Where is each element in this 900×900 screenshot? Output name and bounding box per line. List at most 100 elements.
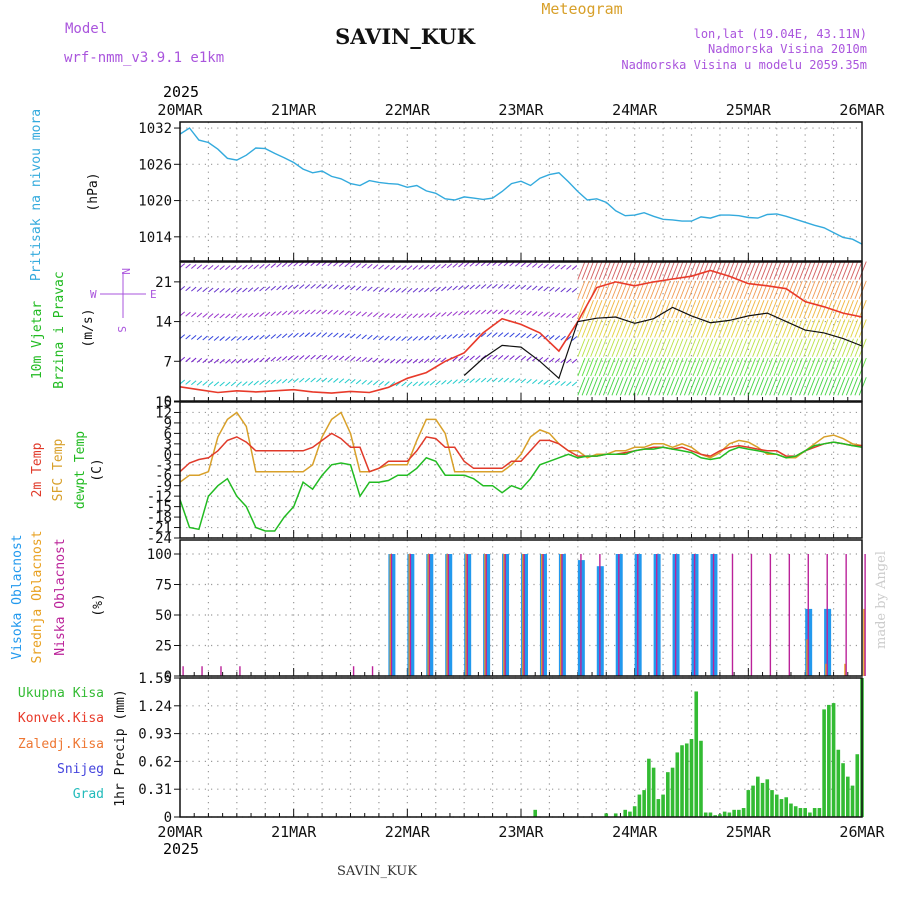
- wind-barb: [794, 319, 803, 338]
- wind-barb: [726, 357, 735, 377]
- wind-barb: [259, 286, 265, 292]
- wind-barb: [854, 261, 863, 280]
- wind-barb: [350, 262, 356, 268]
- wind-barb: [620, 338, 628, 357]
- wind-barb: [344, 310, 350, 316]
- wind-barb: [683, 357, 692, 377]
- wind-barb: [202, 358, 208, 364]
- cloud-low-bar: [239, 666, 241, 676]
- wind-barb: [786, 319, 795, 338]
- wind-barb: [624, 357, 633, 377]
- wind-barb: [196, 335, 203, 341]
- bottom-time-label-2: 22MAR: [385, 823, 431, 841]
- wind-barb: [641, 261, 650, 280]
- wind-barb: [492, 354, 498, 360]
- wind-barb: [760, 357, 769, 377]
- wind-barb: [637, 300, 646, 319]
- wind-barb: [820, 261, 829, 280]
- model-elevation-label: Nadmorska Visina u modelu 2059.35m: [621, 58, 867, 72]
- cloud-low-bar: [712, 554, 715, 676]
- wind-barb: [441, 357, 447, 363]
- wind-barb: [598, 357, 607, 377]
- wind-barb: [191, 357, 197, 363]
- wind-barb: [219, 358, 225, 364]
- wind-barb: [219, 336, 225, 341]
- wind-barb: [384, 335, 390, 341]
- wind-barb: [537, 379, 544, 385]
- wind-barb: [196, 264, 203, 270]
- wind-barb: [321, 332, 328, 338]
- cloud-mid-bar: [389, 554, 391, 676]
- wind-barb: [270, 356, 276, 362]
- wind-barb: [598, 261, 607, 280]
- wind-barb: [372, 335, 379, 340]
- wind-barb: [327, 377, 333, 383]
- wind-barb: [225, 381, 231, 387]
- wind-barb: [773, 261, 782, 280]
- wind-barb: [446, 379, 453, 385]
- wind-barb: [361, 311, 367, 317]
- precip-bar: [642, 790, 646, 817]
- wind-barb: [756, 357, 765, 377]
- wind-barb: [786, 280, 795, 300]
- wind-barb: [264, 263, 271, 269]
- clouds-ytick-label: 0: [164, 669, 172, 685]
- precip-bar: [831, 703, 836, 817]
- wind-barb: [281, 378, 288, 384]
- wind-barb: [773, 319, 782, 338]
- precip-ytick-label: 1.55: [138, 671, 172, 687]
- wind-barb: [675, 261, 684, 280]
- wind-barb: [590, 357, 599, 377]
- wind-barb: [590, 261, 599, 280]
- wind-barb: [786, 357, 795, 377]
- wind-barb: [247, 312, 254, 318]
- wind-barb: [837, 261, 846, 280]
- wind-barb: [196, 287, 203, 292]
- wind-barb: [611, 357, 620, 377]
- wind-barb: [850, 280, 859, 300]
- wind-barb: [350, 285, 356, 291]
- wind-barb: [679, 377, 688, 396]
- wind-barb: [769, 377, 778, 396]
- wind-barb: [355, 379, 362, 385]
- wind-barb: [777, 280, 786, 300]
- wind-barb: [299, 332, 305, 338]
- wind-barb: [333, 261, 339, 267]
- wind-barb: [637, 357, 646, 377]
- precip-ytick-label: 0.31: [138, 782, 172, 798]
- temperature-ytick-label: -18: [147, 510, 172, 526]
- wind-barb: [594, 357, 603, 377]
- wind-barb: [191, 334, 197, 340]
- wind-barb: [304, 377, 311, 383]
- wind-ytick-label: 21: [155, 275, 172, 291]
- cloud-mid-bar: [427, 554, 429, 676]
- wind-ytick-label: 0: [164, 394, 172, 410]
- wind-barb: [662, 280, 671, 300]
- precip-bar: [613, 813, 618, 817]
- wind-barb: [696, 280, 705, 300]
- wind-barb: [185, 263, 191, 269]
- cloud-low-bar: [693, 554, 696, 676]
- wind-barb: [594, 377, 603, 396]
- wind-barb: [446, 263, 453, 269]
- wind-barb: [658, 319, 667, 338]
- wind-barb: [679, 357, 688, 377]
- wind-barb: [735, 338, 744, 357]
- wind-barb: [654, 261, 663, 280]
- wind-barb: [213, 358, 220, 364]
- high-cloud-ylabel: Visoka Oblacnost: [10, 534, 25, 659]
- wind-barb: [828, 261, 837, 280]
- wind-barb: [850, 338, 859, 357]
- wind-barb: [726, 319, 735, 338]
- wind-barb: [845, 377, 854, 396]
- wind-barb: [202, 264, 208, 270]
- wind-barb: [492, 283, 498, 289]
- wind-barb: [773, 300, 782, 319]
- wind-barb: [299, 284, 305, 290]
- pressure-panel: 1032 1026 1020 1014: [138, 121, 863, 262]
- wind-barb: [837, 280, 846, 300]
- wind-barb: [764, 300, 773, 319]
- wind-barb: [735, 300, 744, 319]
- wind-barb: [602, 261, 611, 280]
- wind-barb: [820, 280, 829, 300]
